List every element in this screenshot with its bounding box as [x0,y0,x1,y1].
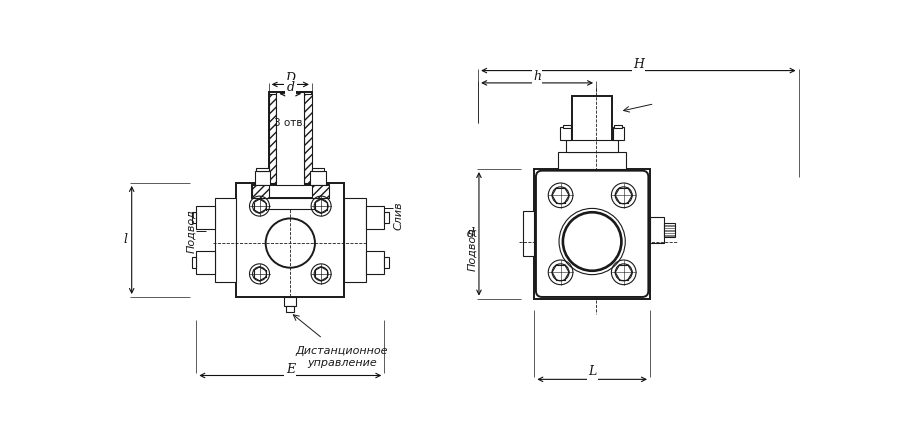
Bar [664,223,674,237]
Bar [560,127,572,140]
Circle shape [314,199,328,213]
Circle shape [552,264,569,281]
Bar [310,171,326,185]
Bar [572,96,612,154]
Bar [365,251,384,274]
Circle shape [616,264,632,281]
Circle shape [253,199,266,213]
Bar [255,171,270,185]
Text: Слив: Слив [393,201,403,230]
Text: L: L [588,365,597,378]
Text: D: D [285,72,295,85]
Bar [192,257,196,268]
Text: d: d [286,81,294,94]
Text: d: d [466,228,474,240]
FancyBboxPatch shape [536,171,648,297]
Bar [196,251,215,274]
Bar [261,198,320,209]
Bar [558,152,626,169]
Bar [252,185,328,198]
Bar [312,169,324,172]
Circle shape [552,187,569,204]
Bar [269,94,276,183]
Bar [344,198,365,282]
Circle shape [314,267,328,281]
Bar [192,212,196,223]
Bar [562,125,571,127]
Text: h: h [533,70,541,83]
Bar [384,257,389,268]
Bar [615,125,622,127]
Bar [215,198,237,282]
Bar [566,140,618,152]
Text: Дистанционное
управление: Дистанционное управление [295,346,388,368]
Bar [284,297,296,306]
Text: E: E [285,363,295,376]
Bar [523,211,535,256]
Text: 3 отв.: 3 отв. [274,118,306,128]
Bar [269,92,312,185]
Bar [286,306,294,312]
Bar [276,92,304,185]
Bar [365,206,384,229]
Circle shape [253,267,266,281]
Bar [256,169,269,172]
Bar [613,127,625,140]
Text: Подвод: Подвод [468,227,478,271]
Text: l: l [123,233,128,246]
Bar [304,94,312,183]
Bar [384,212,389,223]
Bar [196,206,215,229]
Text: Подвод: Подвод [187,209,197,253]
Bar [650,217,664,243]
Text: H: H [633,58,643,71]
Bar [535,169,650,299]
Bar [252,185,269,198]
Bar [312,185,328,198]
Circle shape [616,187,632,204]
Bar [237,183,344,297]
